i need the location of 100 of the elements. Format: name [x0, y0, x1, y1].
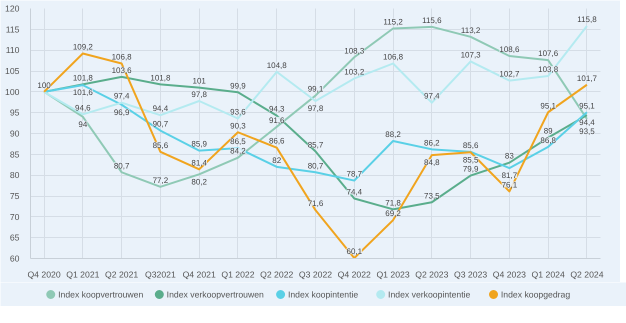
legend-label: Index verkoopvertrouwen — [166, 290, 264, 300]
data-label: 86,6 — [268, 136, 286, 146]
x-tick-label: Q4 2020 — [27, 270, 61, 280]
x-tick-label: Q2 2021 — [105, 270, 138, 280]
data-label: 109,2 — [72, 42, 94, 52]
data-label: 77,2 — [152, 176, 169, 185]
y-tick-label: 90 — [10, 128, 20, 138]
x-tick-label: Q2 2022 — [260, 270, 294, 280]
data-label: 97,8 — [308, 104, 324, 113]
y-tick-label: 95 — [10, 108, 20, 118]
data-label: 94,4 — [152, 104, 169, 114]
data-label: 93,5 — [579, 127, 596, 136]
data-label: 94,4 — [579, 118, 596, 128]
x-tick-label: Q32021 — [144, 270, 176, 280]
data-label: 106,8 — [112, 52, 132, 62]
data-label: 95,1 — [540, 101, 556, 110]
data-label: 81,4 — [191, 158, 208, 168]
data-label: 80,7 — [308, 161, 324, 170]
data-label: 106,8 — [383, 52, 404, 62]
data-label: 93,6 — [230, 108, 246, 116]
data-label: 97,4 — [114, 92, 130, 101]
legend-label: Index koopvertrouwen — [58, 290, 144, 300]
data-label: 94,6 — [75, 103, 92, 112]
data-label: 108,3 — [344, 46, 365, 56]
data-label: 85,6 — [152, 140, 169, 150]
data-label: 107,3 — [460, 50, 482, 60]
data-label: 89 — [544, 126, 554, 136]
data-label: 113,2 — [460, 26, 481, 35]
data-label: 99,9 — [230, 81, 246, 90]
y-tick-label: 65 — [10, 232, 20, 243]
data-label: 60,1 — [346, 247, 363, 256]
data-label: 90,7 — [152, 120, 169, 129]
data-label: 84,2 — [230, 146, 246, 156]
data-label: 101,7 — [576, 74, 598, 83]
data-label: 108,6 — [499, 45, 520, 54]
y-tick-label: 110 — [6, 45, 20, 56]
data-label: 102,7 — [499, 70, 520, 79]
data-label: 103,2 — [344, 68, 365, 76]
data-label: 85,5 — [462, 155, 479, 164]
data-label: 79,9 — [462, 164, 479, 174]
data-label: 103,8 — [538, 65, 559, 74]
data-label: 101,8 — [150, 73, 171, 82]
y-tick-label: 105 — [5, 66, 20, 76]
data-label: 71,6 — [308, 199, 324, 208]
data-label: 115,6 — [422, 16, 442, 25]
data-label: 97,8 — [191, 90, 208, 99]
data-label: 73,5 — [424, 191, 440, 200]
data-label: 76,1 — [502, 180, 518, 190]
data-label: 94 — [78, 120, 88, 129]
data-label: 82 — [272, 156, 282, 165]
data-label: 84,8 — [424, 158, 440, 168]
y-tick-label: 120 — [5, 4, 20, 14]
y-tick-label: 100 — [5, 86, 20, 97]
y-tick-label: 70 — [10, 212, 20, 222]
y-tick-label: 75 — [10, 191, 20, 201]
data-label: 86,2 — [424, 138, 440, 148]
legend-label: Index koopintentie — [288, 290, 358, 300]
data-label: 101,6 — [72, 88, 94, 98]
legend-label: Index koopgedrag — [500, 290, 570, 300]
data-label: 100 — [37, 80, 52, 90]
data-label: 94,3 — [268, 104, 286, 114]
data-label: 71,8 — [385, 198, 402, 208]
data-label: 88,2 — [385, 130, 402, 139]
x-tick-label: Q4 2022 — [338, 270, 372, 280]
data-label: 80,7 — [114, 161, 130, 170]
data-label: 85,7 — [308, 140, 324, 150]
data-label: 74,4 — [346, 188, 363, 196]
data-label: 80,2 — [191, 177, 208, 186]
data-label: 101,8 — [72, 73, 94, 82]
x-tick-label: Q2 2024 — [570, 270, 604, 280]
data-label: 85,9 — [191, 140, 208, 149]
y-tick-label: 60 — [10, 254, 20, 264]
data-label: 90,3 — [230, 121, 246, 130]
data-label: 78,7 — [346, 170, 363, 179]
legend-label: Index verkoopintentie — [388, 290, 471, 300]
data-label: 115,8 — [577, 15, 598, 24]
x-tick-label: Q4 2021 — [182, 270, 216, 280]
data-label: 86,5 — [230, 137, 246, 146]
y-tick-label: 115 — [6, 24, 20, 34]
data-label: 104,8 — [266, 60, 288, 70]
data-label: 101 — [192, 76, 206, 86]
data-label: 86,8 — [540, 136, 556, 145]
data-label: 91,6 — [268, 116, 286, 125]
data-label: 83 — [504, 152, 514, 161]
x-tick-label: Q4 2023 — [492, 270, 526, 280]
data-label: 81,7 — [502, 171, 518, 180]
x-tick-label: Q3 2022 — [298, 270, 332, 280]
data-label: 85,6 — [462, 140, 479, 150]
data-label: 95,1 — [579, 101, 596, 110]
x-tick-label: Q3 2023 — [454, 270, 488, 280]
x-tick-label: Q1 2022 — [221, 270, 255, 280]
x-tick-label: Q1 2024 — [532, 270, 565, 280]
data-label: 103,6 — [112, 66, 132, 75]
x-tick-label: Q1 2021 — [66, 270, 100, 280]
data-label: 69,2 — [385, 209, 402, 218]
x-tick-label: Q2 2023 — [415, 270, 449, 280]
data-label: 97,4 — [424, 92, 440, 101]
x-tick-label: Q1 2023 — [376, 270, 410, 280]
data-label: 115,2 — [383, 18, 404, 26]
data-label: 107,6 — [538, 49, 559, 58]
